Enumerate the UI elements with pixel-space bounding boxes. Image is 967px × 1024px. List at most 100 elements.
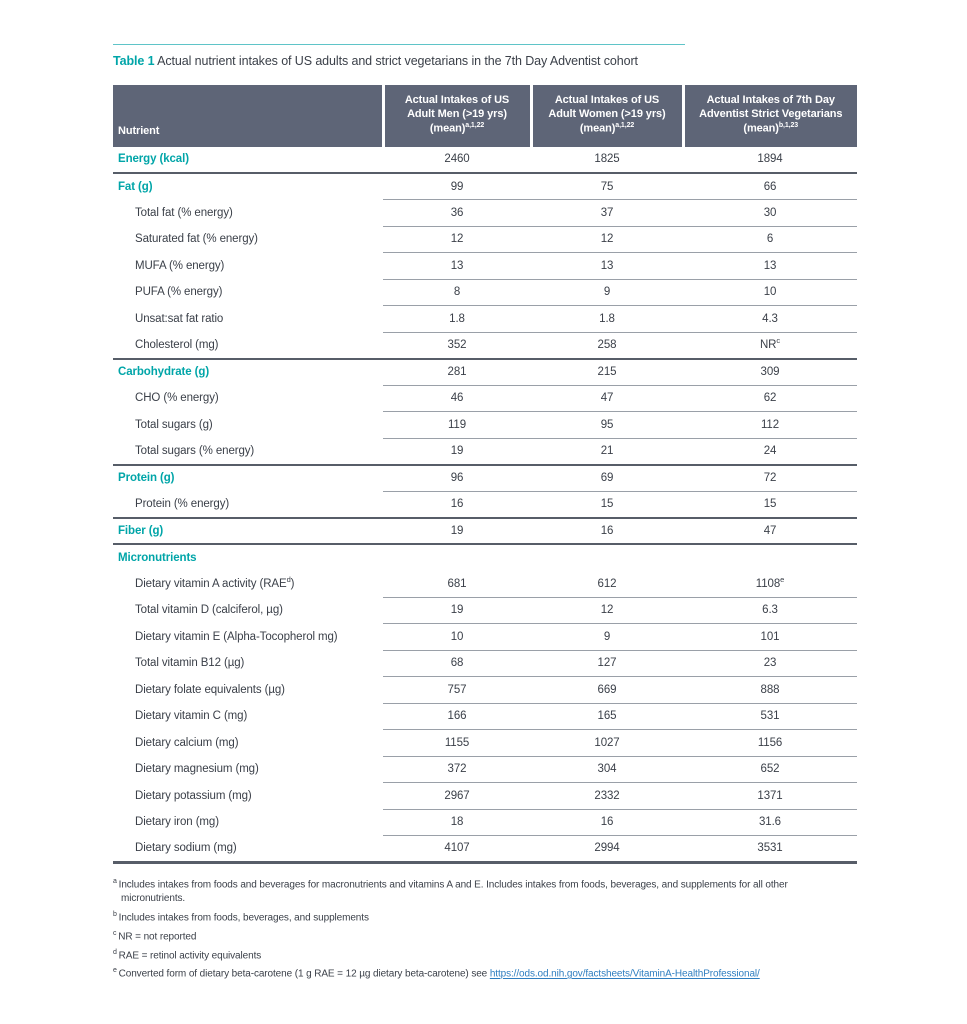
nutrient-label: Dietary iron (mg)	[135, 816, 219, 829]
value-cell: 127	[531, 650, 683, 678]
value-cell: 1108e	[683, 570, 857, 598]
value-cell: 9	[531, 623, 683, 651]
nutrient-label: Dietary magnesium (mg)	[135, 763, 259, 776]
value-cell: 12	[531, 597, 683, 625]
value-cell: 72	[683, 464, 857, 492]
nutrient-label: Dietary folate equivalents (µg)	[135, 683, 285, 696]
table-row: Fat (g) 99 75 66	[113, 173, 857, 201]
table-row: Energy (kcal) 2460 1825 1894	[113, 146, 857, 175]
footnote-marker: a	[113, 877, 119, 885]
table-row: Unsat:sat fat ratio 1.8 1.8 4.3	[113, 305, 857, 333]
value-cell: 15	[531, 491, 683, 519]
value-superscript: c	[776, 336, 781, 346]
value-cell: 612	[531, 570, 683, 598]
nutrient-label: Total fat (% energy)	[135, 206, 233, 219]
table-row: CHO (% energy) 46 47 62	[113, 385, 857, 413]
footnote-a: a Includes intakes from foods and bevera…	[113, 877, 788, 905]
value-cell: 23	[683, 650, 857, 678]
nutrient-label: CHO (% energy)	[135, 392, 219, 405]
value-cell: 18	[383, 809, 531, 837]
table-row: Total sugars (% energy) 19 21 24	[113, 438, 857, 466]
footnote-marker: b	[113, 910, 119, 918]
column-header-superscript: a,1,22	[465, 122, 485, 130]
value-cell: 37	[531, 199, 683, 227]
nutrient-label: Cholesterol (mg)	[113, 332, 383, 360]
column-header-text: Actual Intakes of 7th Day Adventist Stri…	[699, 93, 843, 136]
value-cell: 12	[383, 226, 531, 254]
table-row: Fiber (g) 19 16 47	[113, 517, 857, 546]
footnote-marker: c	[113, 929, 119, 937]
value-cell: 1825	[531, 146, 683, 175]
nutrient-label: Total vitamin B12 (µg)	[135, 657, 245, 670]
table-caption: Table 1 Actual nutrient intakes of US ad…	[113, 54, 857, 70]
value-cell: 69	[531, 464, 683, 492]
value-cell: 1.8	[383, 305, 531, 333]
value-cell: 47	[531, 385, 683, 413]
value-cell: 62	[683, 385, 857, 413]
footnotes: a Includes intakes from foods and bevera…	[113, 877, 857, 983]
value-cell: 8	[383, 279, 531, 307]
footnote-c: c NR = not reported	[113, 929, 197, 943]
table-header: Nutrient Actual Intakes of US Adult Men …	[113, 84, 857, 147]
footnote-b: b Includes intakes from foods, beverages…	[113, 910, 369, 924]
column-header-us-men: Actual Intakes of US Adult Men (>19 yrs)…	[381, 84, 531, 147]
value-cell: 2332	[531, 782, 683, 810]
value-cell: 757	[383, 676, 531, 704]
header-row: Nutrient Actual Intakes of US Adult Men …	[113, 84, 857, 147]
vitamin-a-factsheet-link[interactable]: https://ods.od.nih.gov/factsheets/Vitami…	[489, 968, 760, 980]
value-cell: 352	[383, 332, 531, 360]
value-cell: 681	[383, 570, 531, 598]
table-row: Protein (% energy) 16 15 15	[113, 491, 857, 519]
value-cell: 24	[683, 438, 857, 466]
footnote-marker: d	[113, 948, 119, 956]
value-cell: 9	[531, 279, 683, 307]
nutrient-label: Saturated fat (% energy)	[135, 233, 258, 246]
table-title-text: Actual nutrient intakes of US adults and…	[157, 54, 638, 68]
nutrient-label: Protein (% energy)	[113, 491, 383, 519]
table-number-label: Table 1	[113, 54, 155, 68]
nutrient-label: Dietary calcium (mg)	[135, 736, 239, 749]
value-cell: 2994	[594, 842, 620, 855]
value-cell: 2967	[383, 782, 531, 810]
table-row: MUFA (% energy) 13 13 13	[113, 252, 857, 280]
value-cell: 1155	[383, 729, 531, 757]
value-cell: 1371	[683, 782, 857, 810]
nutrient-label: Dietary vitamin A activity (RAEd)	[135, 575, 295, 590]
value-cell: 16	[383, 491, 531, 519]
value-cell: 10	[383, 623, 531, 651]
table-row: Dietary magnesium (mg) 372 304 652	[113, 756, 857, 784]
value-cell: 669	[531, 676, 683, 704]
value-cell: 101	[683, 623, 857, 651]
value-cell: 16	[531, 517, 683, 546]
nutrient-label: Dietary vitamin E (Alpha-Tocopherol mg)	[135, 630, 338, 643]
value-cell: 96	[383, 464, 531, 492]
value-cell: 13	[531, 252, 683, 280]
value-cell: 16	[531, 809, 683, 837]
value-cell: 4.3	[683, 305, 857, 333]
nutrient-label: Energy (kcal)	[113, 146, 383, 175]
top-rule	[113, 44, 685, 45]
value-cell: 304	[531, 756, 683, 784]
page-content: Table 1 Actual nutrient intakes of US ad…	[113, 44, 857, 985]
value-cell: 4107	[444, 842, 470, 855]
table-row: PUFA (% energy) 8 9 10	[113, 279, 857, 307]
nutrient-label: Dietary vitamin C (mg)	[135, 710, 248, 723]
value-cell: 166	[383, 703, 531, 731]
table-row: Dietary vitamin C (mg) 166 165 531	[113, 703, 857, 731]
value-cell: 888	[683, 676, 857, 704]
table-row: Dietary vitamin E (Alpha-Tocopherol mg) 1…	[113, 623, 857, 651]
value-cell: 258	[531, 332, 683, 360]
table-row: Dietary iron (mg) 18 16 31.6	[113, 809, 857, 837]
value-cell: 13	[683, 252, 857, 280]
nutrient-intake-table: Nutrient Actual Intakes of US Adult Men …	[113, 84, 857, 864]
value-cell: 10	[683, 279, 857, 307]
value-cell: 19	[383, 597, 531, 625]
value-cell: 36	[383, 199, 531, 227]
value-cell: 112	[683, 411, 857, 439]
value-cell: 309	[683, 358, 857, 386]
nutrient-label: Carbohydrate (g)	[118, 366, 210, 379]
nutrient-label: Fiber (g)	[113, 517, 383, 546]
value-cell: 119	[383, 411, 531, 439]
value-cell: 75	[531, 173, 683, 201]
value-cell: 6	[683, 226, 857, 254]
